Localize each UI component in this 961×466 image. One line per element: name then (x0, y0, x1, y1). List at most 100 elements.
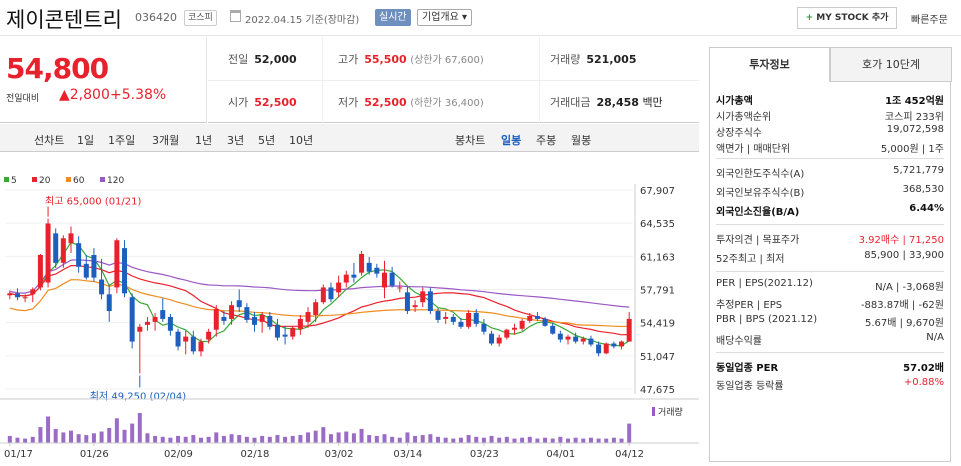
volume-bar (229, 434, 234, 443)
stock-chart[interactable]: 5 20 60 120 67,907 64,535 61,163 57,791 54,419 51… (0, 152, 699, 462)
candle (366, 262, 372, 272)
info-value: 19,072,598 (886, 124, 944, 135)
candle (504, 329, 510, 338)
legend-label: 20 (39, 176, 51, 186)
info-value: 3.92매수 | 71,250 (858, 235, 944, 246)
header-bar: 제이콘텐트리 036420 코스피 2022.04.15 기준(장마감) 실시간… (0, 0, 961, 36)
tab-daily[interactable]: 일봉 (501, 134, 522, 147)
volume-bar (91, 433, 96, 443)
tab-orderbook[interactable]: 호가 10단계 (830, 47, 952, 82)
info-row: PER | EPS(2021.12) N/A | -3,068원 (716, 278, 944, 294)
info-label: PBR | BPS (2021.12) (716, 314, 818, 325)
candle (236, 300, 242, 308)
tab-monthly[interactable]: 월봉 (571, 134, 592, 147)
candle (336, 282, 342, 293)
prev-close: 전일 52,000 (228, 53, 297, 66)
info-value: N/A (926, 332, 944, 343)
x-tick-label: 02/18 (241, 449, 270, 460)
tab-invest-info[interactable]: 투자정보 (709, 47, 830, 82)
candle (519, 320, 525, 329)
info-row: 동일업종 PER 57.02배 (716, 359, 944, 375)
info-row: PBR | BPS (2021.12) 5.67배 | 9,670원 (716, 314, 944, 330)
legend-label: 5 (11, 176, 17, 186)
tab-3year[interactable]: 3년 (227, 134, 245, 147)
volume-bar (183, 436, 188, 443)
y-tick-label: 67,907 (640, 186, 675, 197)
tab-1day[interactable]: 1일 (77, 134, 95, 147)
volume-bar (359, 428, 364, 443)
volume-bar (191, 435, 196, 443)
calendar-icon (230, 10, 241, 22)
candle (290, 327, 296, 337)
info-label: 추정PER | EPS (716, 300, 783, 311)
info-value: 1조 452억원 (885, 96, 944, 107)
info-label: 액면가 | 매매단위 (716, 144, 791, 155)
candle (573, 336, 579, 342)
volume-bar (53, 428, 58, 443)
volume-bar (458, 437, 463, 443)
info-row: 액면가 | 매매단위 5,000원 | 1주 (716, 140, 944, 156)
volume-bar (267, 436, 272, 443)
candle (550, 325, 556, 334)
low-price: 저가 52,500 (하한가 36,400) (338, 96, 484, 109)
info-label: 상장주식수 (716, 128, 762, 139)
volume-bar (15, 437, 20, 443)
candle (83, 263, 89, 278)
right-panel: 투자정보 호가 10단계 시가총액 1조 452억원 시가총액순위 코스피 233위 상… (709, 47, 952, 462)
tab-5year[interactable]: 5년 (258, 134, 276, 147)
quick-order-button[interactable]: 빠른주문 (911, 15, 948, 26)
y-tick-label: 64,535 (640, 219, 675, 230)
tab-1week[interactable]: 1주일 (108, 134, 136, 147)
candle (91, 254, 97, 278)
trade-amount: 거래대금 28,458 백만 (550, 96, 663, 109)
info-row: 외국인한도주식수(A) 5,721,779 (716, 165, 944, 181)
info-row: 동일업종 등락률 +0.88% (716, 377, 944, 393)
candle (565, 336, 571, 340)
candle (511, 327, 517, 330)
volume-legend-swatch (652, 407, 655, 416)
tab-weekly[interactable]: 주봉 (536, 134, 557, 147)
volume-bar (99, 431, 104, 443)
volume-bar (321, 427, 326, 443)
tab-1year[interactable]: 1년 (195, 134, 213, 147)
candle (557, 333, 563, 340)
volume-bar (168, 437, 173, 443)
candle (404, 292, 410, 312)
plus-icon: + (805, 13, 817, 23)
volume-bar (627, 423, 632, 443)
volume-bar (313, 430, 318, 443)
realtime-button[interactable]: 실시간 (375, 9, 411, 26)
period-bar: 선차트 1일 1주일 3개월 1년 3년 5년 10년 봉차트 일봉 주봉 월봉 (0, 124, 699, 152)
info-label: 시가총액 (716, 96, 753, 107)
volume-bar (61, 432, 66, 443)
legend-swatch (66, 177, 71, 182)
volume-bar (573, 437, 578, 443)
tab-10year[interactable]: 10년 (289, 134, 314, 147)
info-row: 추정PER | EPS -883.87배 | -62원 (716, 296, 944, 312)
info-label: 투자의견 | 목표주가 (716, 235, 800, 246)
corp-info-dropdown[interactable]: 기업개요 ▾ (417, 9, 472, 26)
candle (611, 343, 617, 347)
candle (68, 233, 74, 244)
volume-bar (374, 435, 379, 443)
volume-bar (290, 435, 295, 443)
volume-bar (260, 435, 265, 443)
volume-bar (604, 438, 609, 443)
stock-name: 제이콘텐트리 (6, 8, 122, 32)
x-tick-label: 04/12 (615, 449, 644, 460)
candle (122, 248, 128, 294)
volume-bar (382, 434, 387, 443)
candle (619, 341, 625, 347)
y-tick-label: 54,419 (640, 319, 675, 330)
volume-bar (206, 436, 211, 443)
volume-bar (214, 432, 219, 443)
candle (183, 336, 189, 342)
candle (259, 314, 265, 322)
mystock-add-button[interactable]: + MY STOCK 추가 (797, 7, 897, 29)
candle (603, 343, 609, 354)
tab-3month[interactable]: 3개월 (152, 134, 180, 147)
volume-bar (367, 435, 372, 443)
candle (30, 289, 36, 295)
candle (313, 302, 319, 315)
volume-bar (351, 433, 356, 443)
